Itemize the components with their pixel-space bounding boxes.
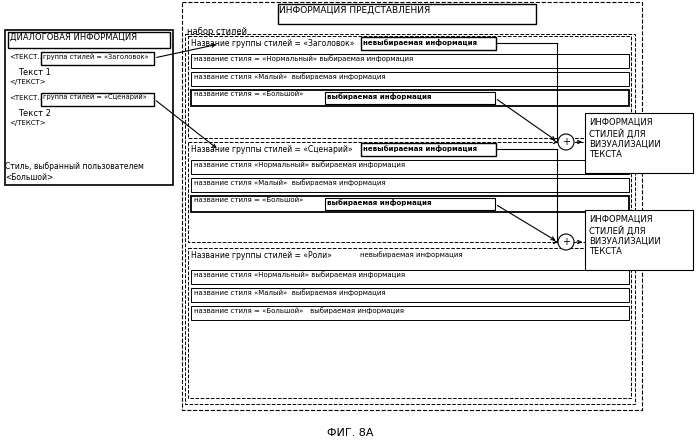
Bar (191, 54, 629, 68)
Bar (185, 34, 635, 404)
Text: ДИАЛОГОВАЯ ИНФОРМАЦИЯ: ДИАЛОГОВАЯ ИНФОРМАЦИЯ (10, 33, 137, 42)
Text: Текст 1: Текст 1 (18, 68, 51, 77)
Bar (41, 93, 154, 106)
Bar (191, 196, 629, 212)
Bar (278, 4, 536, 24)
Bar (191, 178, 629, 192)
Text: название стиля «Малый»  выбираемая информация: название стиля «Малый» выбираемая информ… (194, 74, 386, 80)
Text: ФИГ. 8А: ФИГ. 8А (327, 428, 373, 438)
Bar (191, 72, 629, 86)
Bar (191, 270, 629, 284)
Text: ИНФОРМАЦИЯ
СТИЛЕЙ ДЛЯ
ВИЗУАЛИЗАЦИИ
ТЕКСТА: ИНФОРМАЦИЯ СТИЛЕЙ ДЛЯ ВИЗУАЛИЗАЦИИ ТЕКСТ… (589, 118, 661, 159)
Text: выбираемая информация: выбираемая информация (327, 93, 431, 100)
Text: группа стилей = «Заголовок»: группа стилей = «Заголовок» (43, 53, 148, 60)
Text: набор стилей: набор стилей (187, 27, 247, 36)
Bar (361, 143, 496, 156)
Bar (191, 90, 629, 106)
Text: название стиля «Нормальный» выбираемая информация: название стиля «Нормальный» выбираемая и… (194, 161, 405, 168)
Text: ИНФОРМАЦИЯ ПРЕДСТАВЛЕНИЯ: ИНФОРМАЦИЯ ПРЕДСТАВЛЕНИЯ (279, 5, 430, 15)
Text: ИНФОРМАЦИЯ
СТИЛЕЙ ДЛЯ
ВИЗУАЛИЗАЦИИ
ТЕКСТА: ИНФОРМАЦИЯ СТИЛЕЙ ДЛЯ ВИЗУАЛИЗАЦИИ ТЕКСТ… (589, 215, 661, 256)
Text: название стиля = «Большой»: название стиля = «Большой» (194, 198, 303, 203)
Bar (182, 2, 642, 410)
Text: название стиля «Малый»  выбираемая информация: название стиля «Малый» выбираемая информ… (194, 289, 386, 296)
Text: невыбираемая информация: невыбираемая информация (363, 38, 477, 45)
Text: Название группы стилей = «Сценарий»: Название группы стилей = «Сценарий» (191, 145, 353, 154)
Bar (188, 142, 631, 242)
Text: </ТЕКСТ>: </ТЕКСТ> (9, 79, 46, 85)
Text: <ТЕКСТ..: <ТЕКСТ.. (9, 95, 42, 101)
Bar (188, 248, 631, 398)
Bar (191, 160, 629, 174)
Text: Название группы стилей = «Роли»: Название группы стилей = «Роли» (191, 251, 332, 260)
Circle shape (558, 234, 574, 250)
Text: название стиля = «Нормальный» выбираемая информация: название стиля = «Нормальный» выбираемая… (194, 56, 413, 62)
Bar (191, 306, 629, 320)
Text: название стиля «Нормальный» выбираемая информация: название стиля «Нормальный» выбираемая и… (194, 272, 405, 278)
Text: Текст 2: Текст 2 (18, 109, 51, 118)
Text: невыбираемая информация: невыбираемая информация (363, 145, 477, 152)
Bar (41, 52, 154, 65)
Circle shape (558, 134, 574, 150)
Text: Стиль, выбранный пользователем: Стиль, выбранный пользователем (5, 162, 144, 171)
Bar (585, 113, 693, 173)
Bar (5, 30, 173, 185)
Text: <ТЕКСТ..: <ТЕКСТ.. (9, 54, 42, 60)
Text: Название группы стилей = «Заголовок»: Название группы стилей = «Заголовок» (191, 39, 354, 48)
Bar (188, 36, 631, 138)
Text: <Большой>: <Большой> (5, 173, 53, 182)
Bar (191, 288, 629, 302)
Text: группа стилей = «Сценарий»: группа стилей = «Сценарий» (43, 94, 147, 101)
Text: выбираемая информация: выбираемая информация (327, 199, 431, 206)
Text: +: + (562, 237, 570, 247)
Text: +: + (562, 137, 570, 147)
Bar (585, 210, 693, 270)
Bar (325, 92, 495, 104)
Text: </ТЕКСТ>: </ТЕКСТ> (9, 120, 46, 126)
Bar (361, 37, 496, 50)
Bar (325, 198, 495, 210)
Text: название стиля = «Большой»   выбираемая информация: название стиля = «Большой» выбираемая ин… (194, 307, 404, 314)
Bar (8, 32, 170, 48)
Text: название стиля = «Большой»: название стиля = «Большой» (194, 91, 303, 97)
Text: название стиля «Малый»  выбираемая информация: название стиля «Малый» выбираемая информ… (194, 179, 386, 187)
Text: невыбираемая информация: невыбираемая информация (360, 251, 463, 258)
